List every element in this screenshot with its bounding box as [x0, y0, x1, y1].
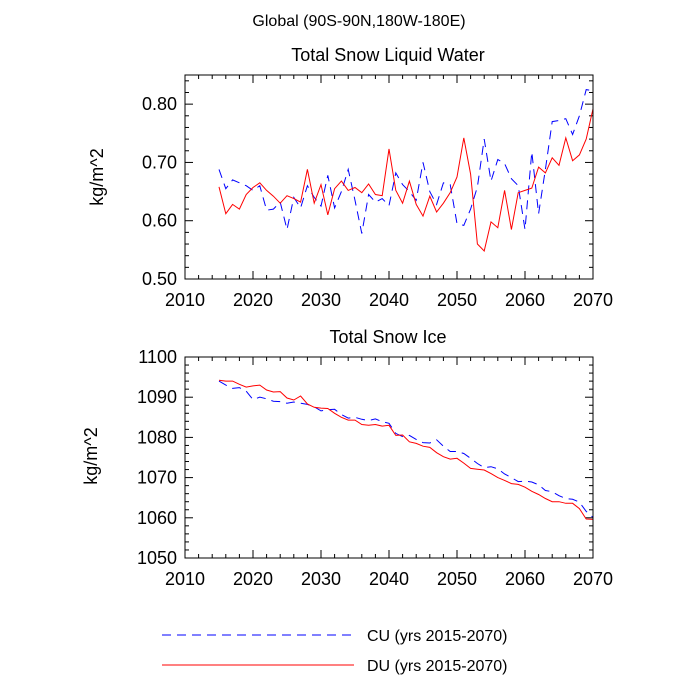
- plot-frame-snow-liquid-water: [184, 74, 594, 280]
- y-tick-label-snow-liquid-water: 0.50: [142, 269, 177, 289]
- y-axis-label-snow-ice: kg/m^2: [81, 427, 101, 484]
- x-tick-label-snow-liquid-water: 2040: [369, 290, 409, 310]
- y-tick-label-snow-ice: 1100: [138, 347, 177, 367]
- series-du-line-snow-liquid-water: [218, 108, 594, 253]
- x-tick-label-snow-ice: 2050: [437, 569, 477, 589]
- series-cu-line-snow-ice: [218, 380, 594, 518]
- series-group-snow-ice: [218, 379, 594, 520]
- figure-title: Global (90S-90N,180W-180E): [252, 13, 465, 30]
- y-tick-label-snow-ice: 1050: [137, 548, 177, 568]
- series-group-snow-liquid-water: [218, 89, 594, 253]
- tick-labels-snow-liquid-water: 2010 2020 2030 2040 2050 2060 2070 0.50 0.60 0.70…: [142, 94, 613, 310]
- x-tick-label-snow-ice: 2040: [369, 569, 409, 589]
- ticks-snow-liquid-water: [184, 75, 594, 280]
- x-tick-label-snow-liquid-water: 2060: [505, 290, 545, 310]
- legend: CU (yrs 2015-2070) DU (yrs 2015-2070): [162, 628, 508, 675]
- x-tick-label-snow-ice: 2070: [573, 569, 613, 589]
- x-tick-label-snow-liquid-water: 2030: [301, 290, 341, 310]
- plot-frame-snow-ice: [184, 356, 594, 559]
- panel-title-snow-liquid-water: Total Snow Liquid Water: [291, 45, 484, 65]
- legend-label-du: DU (yrs 2015-2070): [367, 658, 508, 675]
- tick-labels-snow-ice: 2010 2020 2030 2040 2050 2060 2070 1050 1060 1070…: [137, 347, 613, 589]
- x-tick-label-snow-liquid-water: 2010: [165, 290, 205, 310]
- x-tick-label-snow-liquid-water: 2050: [437, 290, 477, 310]
- y-tick-label-snow-liquid-water: 0.80: [142, 94, 177, 114]
- series-du-line-snow-ice: [218, 379, 594, 520]
- y-axis-label-snow-liquid-water: kg/m^2: [87, 148, 107, 205]
- panel-title-snow-ice: Total Snow Ice: [329, 327, 446, 347]
- panel-snow-ice: Total Snow Ice kg/m^2 2010 2020 2030 2040 20…: [81, 327, 613, 589]
- y-tick-label-snow-liquid-water: 0.60: [142, 211, 177, 231]
- x-tick-label-snow-ice: 2060: [505, 569, 545, 589]
- y-tick-label-snow-ice: 1080: [137, 427, 177, 447]
- y-tick-label-snow-ice: 1090: [137, 387, 177, 407]
- legend-label-cu: CU (yrs 2015-2070): [367, 628, 508, 645]
- x-tick-label-snow-liquid-water: 2070: [573, 290, 613, 310]
- x-tick-label-snow-ice: 2030: [301, 569, 341, 589]
- series-cu-line-snow-liquid-water: [218, 89, 594, 234]
- y-tick-label-snow-ice: 1070: [137, 468, 177, 488]
- y-tick-label-snow-liquid-water: 0.70: [142, 152, 177, 172]
- x-tick-label-snow-liquid-water: 2020: [233, 290, 273, 310]
- x-tick-label-snow-ice: 2020: [233, 569, 273, 589]
- y-tick-label-snow-ice: 1060: [137, 508, 177, 528]
- x-tick-label-snow-ice: 2010: [165, 569, 205, 589]
- panel-snow-liquid-water: Total Snow Liquid Water kg/m^2 2010 2020 2…: [87, 45, 613, 310]
